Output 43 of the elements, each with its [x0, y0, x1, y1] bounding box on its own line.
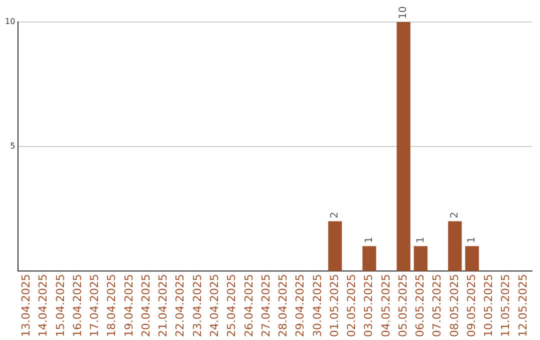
- x-tick-label: 15.04.2025: [54, 274, 67, 338]
- x-tick-label: 24.04.2025: [208, 274, 222, 338]
- x-tick-label: 16.04.2025: [70, 274, 84, 338]
- x-tick-label: 01.05.2025: [328, 274, 341, 338]
- x-tick-label: 03.05.2025: [362, 274, 376, 338]
- x-tick-label: 23.04.2025: [190, 274, 204, 338]
- x-tick-label: 30.04.2025: [310, 274, 324, 338]
- data-label: 1: [415, 236, 426, 244]
- data-label: 1: [466, 236, 478, 244]
- x-tick-label: 21.04.2025: [156, 274, 170, 338]
- x-tick-label: 05.05.2025: [396, 274, 410, 338]
- x-tick-label: 22.04.2025: [174, 274, 187, 338]
- x-tick-label: 25.04.2025: [225, 274, 238, 338]
- x-tick-label: 04.05.2025: [379, 274, 392, 338]
- x-tick-label: 20.04.2025: [139, 274, 152, 338]
- x-tick-label: 13.04.2025: [20, 274, 33, 338]
- data-label: 1: [364, 236, 375, 244]
- bar: [414, 246, 428, 272]
- x-tick-label: 28.04.2025: [276, 274, 290, 338]
- x-tick-label: 08.05.2025: [448, 274, 461, 338]
- data-label: 2: [450, 212, 461, 218]
- bar: [448, 221, 462, 272]
- data-label: 10: [398, 6, 410, 19]
- x-tick-label: 11.05.2025: [499, 274, 512, 338]
- x-tick-label: 17.04.2025: [88, 274, 102, 338]
- x-tick-label: 18.04.2025: [105, 274, 118, 338]
- data-label: 2: [330, 212, 341, 218]
- x-tick-label: 14.04.2025: [36, 274, 50, 338]
- x-tick-label: 10.05.2025: [482, 274, 496, 338]
- bar: [362, 246, 376, 272]
- x-tick-label: 07.05.2025: [430, 274, 444, 338]
- x-tick-label: 02.05.2025: [345, 274, 358, 338]
- bar: [396, 22, 410, 272]
- bar: [328, 221, 342, 272]
- x-tick-label: 27.04.2025: [259, 274, 272, 338]
- bar: [465, 246, 479, 272]
- x-tick-label: 06.05.2025: [414, 274, 427, 338]
- x-tick-label: 12.05.2025: [516, 274, 530, 338]
- x-tick-label: 29.04.2025: [294, 274, 307, 338]
- x-tick-label: 26.04.2025: [242, 274, 256, 338]
- x-tick-label: 09.05.2025: [464, 274, 478, 338]
- x-tick-label: 19.04.2025: [122, 274, 136, 338]
- y-tick-label: 5: [10, 142, 16, 151]
